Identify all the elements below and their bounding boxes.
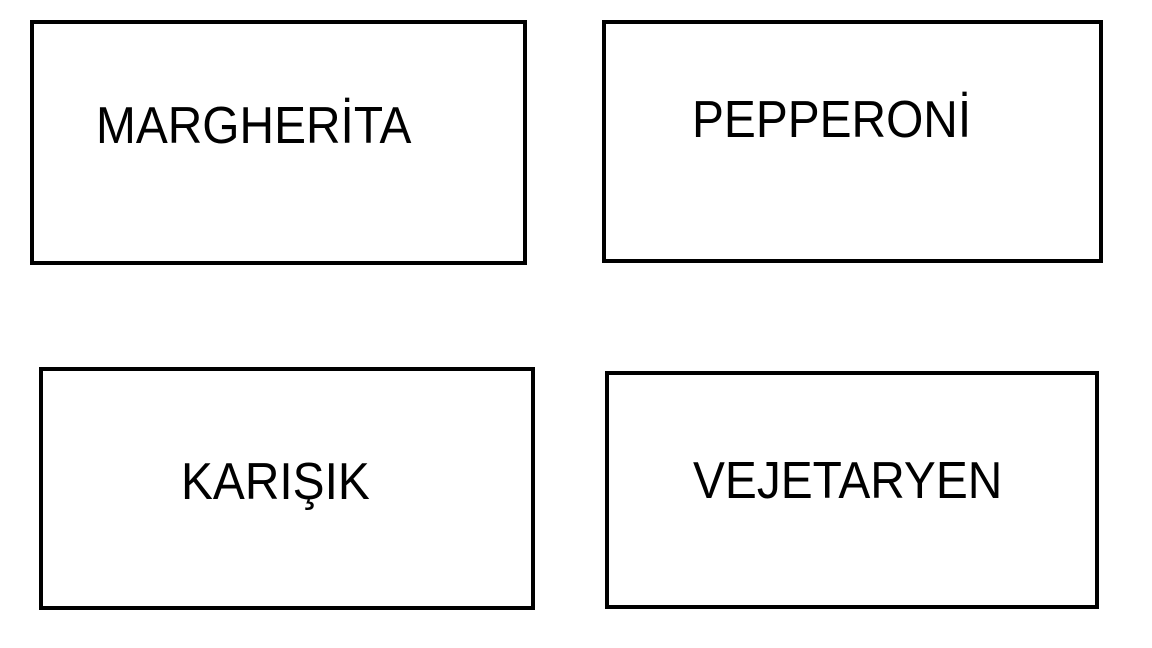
pizza-label-karisik: KARIŞIK: [181, 453, 370, 511]
pizza-card-pepperoni[interactable]: PEPPERONİ: [602, 20, 1103, 263]
pizza-label-margherita: MARGHERİTA: [96, 97, 412, 155]
pizza-label-pepperoni: PEPPERONİ: [692, 91, 972, 149]
pizza-card-karisik[interactable]: KARIŞIK: [39, 367, 535, 610]
pizza-card-vejetaryen[interactable]: VEJETARYEN: [605, 371, 1099, 609]
pizza-label-vejetaryen: VEJETARYEN: [693, 452, 1003, 510]
pizza-card-margherita[interactable]: MARGHERİTA: [30, 20, 527, 265]
